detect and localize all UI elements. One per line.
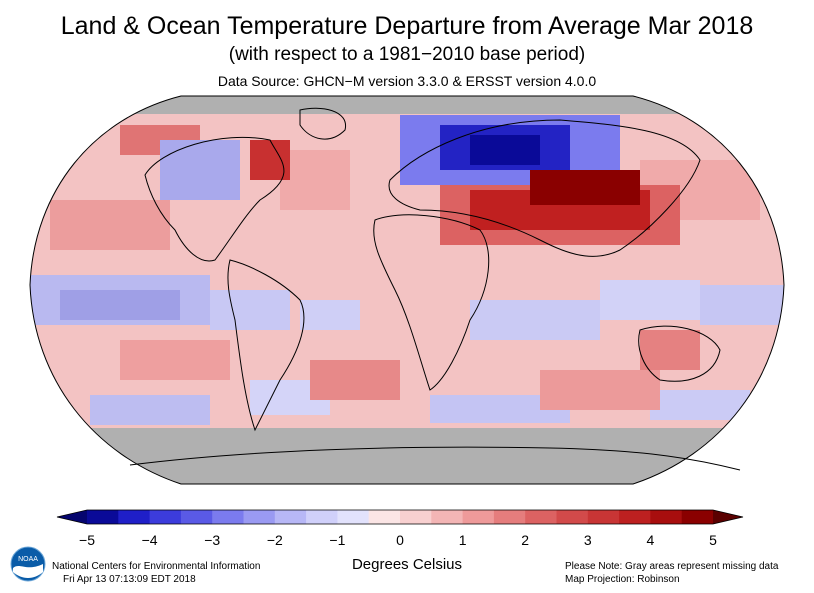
colorbar-swatch <box>368 510 401 524</box>
colorbar-swatch <box>650 510 683 524</box>
colorbar-tick-label: 1 <box>458 532 467 548</box>
colorbar-tick-label: 4 <box>646 532 655 548</box>
colorbar-swatch <box>587 510 620 524</box>
colorbar-swatch <box>118 510 151 524</box>
colorbar-swatch <box>462 510 495 524</box>
colorbar-min-arrow <box>57 510 87 524</box>
colorbar-tick-label: −2 <box>266 532 283 548</box>
colorbar-swatch <box>525 510 557 524</box>
arctic-missing-data <box>30 96 784 114</box>
colorbar-unit-label: Degrees Celsius <box>351 556 463 573</box>
colorbar-swatch <box>149 510 182 524</box>
svg-text:NOAA: NOAA <box>18 556 38 563</box>
colorbar-swatch <box>274 510 307 524</box>
colorbar-swatch <box>493 510 526 524</box>
southern-ocean-cool-patches <box>90 380 750 425</box>
colorbar-tick-label: −4 <box>141 532 158 548</box>
colorbar-outline <box>56 509 744 525</box>
colorbar-max-arrow <box>713 510 743 524</box>
coastlines <box>129 107 741 471</box>
colorbar-tick-label: −1 <box>329 532 346 548</box>
colorbar-tick-label: −3 <box>204 532 221 548</box>
colorbar-swatch <box>87 510 119 524</box>
noaa-logo: NOAA <box>10 546 46 582</box>
colorbar-swatch <box>431 510 464 524</box>
footer-projection: Map Projection: Robinson <box>565 574 680 585</box>
colorbar <box>56 509 744 525</box>
north-america-cool-anomaly <box>160 140 240 200</box>
colorbar-swatch <box>306 510 338 524</box>
footer-organization: National Centers for Environmental Infor… <box>52 561 261 572</box>
colorbar-swatch <box>337 510 370 524</box>
colorbar-swatch <box>180 510 213 524</box>
colorbar-tick-label: 2 <box>521 532 530 548</box>
colorbar-tick-label: 5 <box>709 532 717 548</box>
colorbar-tick-label: 3 <box>583 532 592 548</box>
footer-timestamp: Fri Apr 13 07:13:09 EDT 2018 <box>63 574 196 585</box>
map-subtitle: (with respect to a 1981−2010 base period… <box>228 44 586 65</box>
colorbar-tick-label: −5 <box>79 532 95 548</box>
colorbar-swatch <box>243 510 276 524</box>
colorbar-swatch <box>619 510 651 524</box>
data-source-label: Data Source: GHCN−M version 3.3.0 & ERSS… <box>217 73 597 89</box>
tropical-cool-band <box>30 275 784 340</box>
globe-outline <box>29 95 785 485</box>
colorbar-swatch <box>556 510 589 524</box>
map-title: Land & Ocean Temperature Departure from … <box>60 12 754 40</box>
footer-missing-data-note: Please Note: Gray areas represent missin… <box>565 561 779 572</box>
temperature-anomaly-map <box>29 95 785 485</box>
colorbar-tick-label: 0 <box>396 532 404 548</box>
warm-anomaly-patches <box>50 125 760 410</box>
colorbar-swatch <box>681 510 714 524</box>
colorbar-swatch <box>400 510 432 524</box>
colorbar-swatch <box>212 510 244 524</box>
